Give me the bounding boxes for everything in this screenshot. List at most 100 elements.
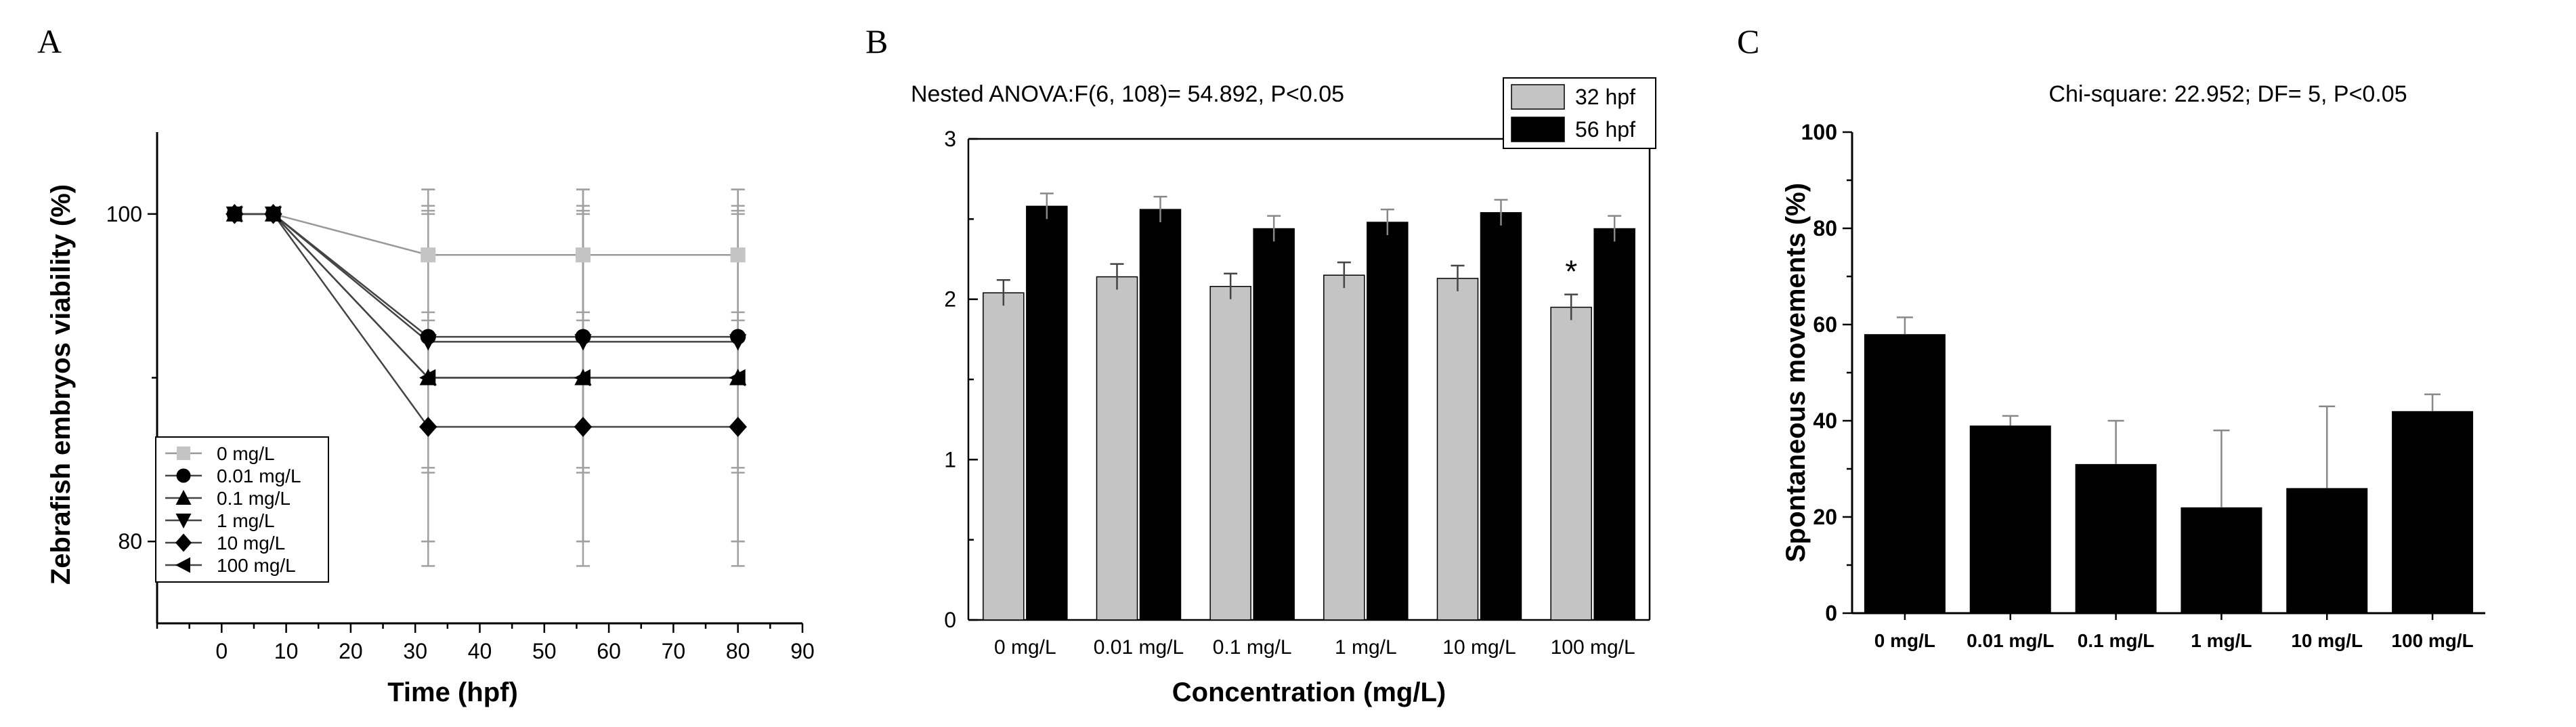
bar-56hpf — [1480, 212, 1522, 621]
x-tick-label: 0.1 mg/L — [2078, 630, 2155, 651]
bar — [2286, 488, 2368, 613]
x-tick-label: 0.01 mg/L — [1967, 630, 2054, 651]
y-tick-label: 60 — [1813, 312, 1837, 337]
bar-32hpf — [1096, 276, 1138, 621]
data-point — [419, 417, 437, 437]
legend-marker — [175, 490, 192, 505]
y-tick-label: 20 — [1813, 505, 1837, 529]
series-line-5 — [234, 213, 738, 379]
y-tick-label: 1 — [944, 447, 956, 472]
legend-label: 56 hpf — [1575, 117, 1635, 142]
bar-56hpf — [1139, 209, 1182, 621]
bar — [2075, 463, 2157, 613]
x-tick-label: 70 — [662, 639, 686, 663]
x-tick-label: 50 — [532, 639, 557, 663]
bar-56hpf — [1593, 228, 1635, 621]
x-tick-label: 30 — [403, 639, 427, 663]
legend-label: 1 mg/L — [217, 510, 275, 531]
x-axis-title: Time (hpf) — [387, 678, 518, 707]
bar — [1864, 334, 1946, 613]
series-line-0 — [234, 213, 738, 256]
chart-b: 0 1 2 3 0 mg/L 0.01 mg/L 0.1 mg/L 1 mg/L 10 mg/L… — [911, 77, 1656, 707]
bar-32hpf — [1209, 285, 1251, 621]
significance-asterisk: * — [1565, 254, 1577, 289]
data-point — [729, 369, 746, 387]
series-line-2 — [234, 213, 738, 379]
y-tick-label: 80 — [1813, 216, 1837, 241]
legend-label: 0.1 mg/L — [217, 488, 291, 509]
panel-letter-b: B — [865, 22, 888, 60]
data-point — [729, 417, 747, 437]
legend-marker — [176, 468, 191, 483]
legend-marker — [175, 514, 192, 528]
bar-32hpf — [1323, 274, 1365, 621]
x-tick-label: 60 — [597, 639, 621, 663]
panel-letter-c: C — [1737, 22, 1759, 60]
bar — [2392, 411, 2474, 613]
y-tick-label: 2 — [944, 287, 956, 312]
series-line-4 — [234, 213, 738, 428]
legend-label: 0.01 mg/L — [217, 465, 301, 486]
x-tick-label: 100 mg/L — [2391, 630, 2473, 651]
bar-56hpf — [1026, 205, 1068, 621]
x-tick-label: 0.1 mg/L — [1213, 636, 1292, 659]
x-tick-label: 100 mg/L — [1551, 636, 1635, 659]
data-point — [574, 369, 591, 387]
bar-56hpf — [1367, 222, 1409, 621]
x-tick-label: 20 — [339, 639, 363, 663]
y-tick-label: 0 — [944, 608, 956, 632]
data-point — [575, 247, 591, 263]
bar-32hpf — [1436, 278, 1479, 621]
y-tick-label: 40 — [1813, 409, 1837, 433]
y-tick-label: 100 — [1801, 120, 1837, 144]
chart-c: 0 20 40 60 80 100 0 mg/L 0.01 mg/L 0.1 mg/L 1 mg/… — [1781, 81, 2485, 651]
bar-32hpf — [983, 292, 1025, 621]
legend-swatch — [1511, 84, 1565, 110]
x-tick-label: 0 mg/L — [1874, 630, 1935, 651]
x-tick-label: 0 — [215, 639, 228, 663]
x-tick-label: 90 — [790, 639, 815, 663]
y-axis-title: Spontaneous movements (%) — [1781, 183, 1811, 562]
legend-label: 10 mg/L — [217, 533, 285, 554]
x-tick-label: 1 mg/L — [2191, 630, 2252, 651]
bar — [1969, 425, 2051, 613]
bar-56hpf — [1253, 228, 1295, 621]
y-axis-title: Zebrafish embryos viability (%) — [46, 184, 76, 585]
legend-swatch — [1511, 117, 1565, 142]
y-tick-label: 100 — [106, 202, 142, 226]
x-axis-title: Concentration (mg/L) — [1172, 678, 1446, 707]
chart-title: Nested ANOVA:F(6, 108)= 54.892, P<0.05 — [911, 81, 1344, 107]
y-tick-label: 0 — [1825, 601, 1837, 625]
data-point — [574, 334, 592, 351]
chart-a: 0 10 20 30 40 50 60 70 80 90 80 100 Time (hpf) Zebraf… — [46, 132, 815, 707]
legend-marker — [175, 557, 190, 573]
bar-32hpf — [1550, 306, 1592, 621]
data-point — [421, 247, 436, 263]
legend-label: 0 mg/L — [217, 443, 275, 464]
x-tick-label: 0.01 mg/L — [1094, 636, 1184, 659]
data-point — [574, 417, 593, 437]
chart-title: Chi-square: 22.952; DF= 5, P<0.05 — [2048, 81, 2407, 107]
series-line-1 — [234, 213, 738, 338]
legend-marker — [177, 446, 190, 460]
legend-label: 32 hpf — [1575, 85, 1635, 109]
data-point — [226, 205, 242, 223]
x-tick-label: 80 — [726, 639, 750, 663]
data-point — [419, 369, 436, 387]
data-point — [730, 247, 746, 263]
panel-letter-a: A — [37, 22, 62, 60]
data-point — [264, 205, 281, 223]
x-tick-label: 0 mg/L — [994, 636, 1056, 659]
y-tick-label: 80 — [118, 529, 142, 554]
legend-box — [155, 436, 329, 583]
data-point — [419, 334, 437, 351]
x-tick-label: 40 — [468, 639, 492, 663]
legend-label: 100 mg/L — [217, 555, 296, 576]
x-tick-label: 1 mg/L — [1335, 636, 1397, 659]
x-tick-label: 10 mg/L — [1442, 636, 1516, 659]
x-tick-label: 10 — [274, 639, 299, 663]
x-tick-label: 10 mg/L — [2291, 630, 2363, 651]
legend-marker — [175, 533, 192, 552]
y-tick-label: 3 — [944, 127, 956, 151]
bar — [2181, 507, 2262, 613]
